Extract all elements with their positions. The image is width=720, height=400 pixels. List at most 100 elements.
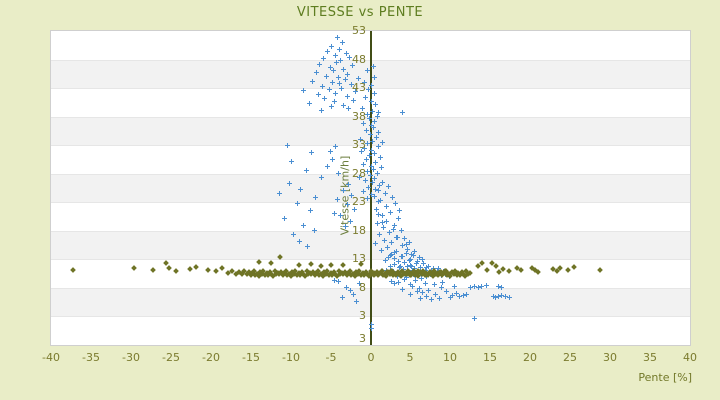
scatter-point-blue-series [371, 125, 376, 130]
y-axis-tick-label: 28 [352, 167, 366, 180]
scatter-point-blue-series [343, 224, 348, 229]
scatter-point-blue-series [364, 157, 369, 162]
scatter-point-blue-series [313, 195, 318, 200]
scatter-point-blue-series [503, 294, 508, 299]
scatter-point-blue-series [335, 197, 340, 202]
scatter-point-blue-series [410, 284, 415, 289]
scatter-point-blue-series [319, 108, 324, 113]
scatter-point-blue-series [391, 227, 396, 232]
scatter-point-blue-series [363, 95, 368, 100]
scatter-point-blue-series [370, 109, 375, 114]
scatter-point-blue-series [415, 289, 420, 294]
scatter-point-blue-series [412, 249, 417, 254]
y-axis-tick-label: 23 [352, 195, 366, 208]
x-axis-tick-label: 5 [406, 351, 414, 364]
scatter-point-blue-series [436, 266, 441, 271]
scatter-point-blue-series [344, 51, 349, 56]
scatter-point-blue-series [325, 49, 330, 54]
scatter-point-blue-series [417, 286, 422, 291]
scatter-point-blue-series [369, 99, 374, 104]
scatter-point-blue-series [366, 87, 371, 92]
scatter-point-blue-series [423, 281, 428, 286]
scatter-point-blue-series [376, 144, 381, 149]
scatter-point-blue-series [376, 212, 381, 217]
scatter-point-blue-series [287, 181, 292, 186]
x-axis-tick-label: 0 [367, 351, 375, 364]
scatter-point-blue-series [392, 281, 397, 286]
scatter-point-blue-series [369, 326, 374, 331]
x-axis-tick-label: -35 [82, 351, 100, 364]
scatter-point-blue-series [499, 285, 504, 290]
scatter-point-blue-series [389, 279, 394, 284]
scatter-point-blue-series [389, 252, 394, 257]
scatter-point-blue-series [392, 262, 397, 267]
scatter-point-blue-series [317, 62, 322, 67]
scatter-point-blue-series [426, 288, 431, 293]
scatter-point-blue-series [404, 242, 409, 247]
scatter-point-blue-series [380, 140, 385, 145]
scatter-point-blue-series [409, 264, 414, 269]
scatter-point-blue-series [372, 194, 377, 199]
scatter-point-blue-series [388, 264, 393, 269]
scatter-point-blue-series [356, 76, 361, 81]
scatter-point-blue-series [362, 80, 367, 85]
scatter-point-blue-series [346, 106, 351, 111]
scatter-point-blue-series [388, 210, 393, 215]
scatter-point-blue-series [457, 294, 462, 299]
x-axis-tick-label: -10 [282, 351, 300, 364]
y-axis-tick-label: 33 [352, 138, 366, 151]
scatter-point-blue-series [305, 244, 310, 249]
scatter-point-blue-series [368, 132, 373, 137]
scatter-point-blue-series [364, 128, 369, 133]
scatter-point-blue-series [348, 288, 353, 293]
scatter-point-blue-series [440, 280, 445, 285]
scatter-point-blue-series [369, 192, 374, 197]
scatter-point-blue-series [407, 258, 412, 263]
scatter-point-blue-series [341, 103, 346, 108]
scatter-point-blue-series [386, 184, 391, 189]
scatter-point-blue-series [309, 150, 314, 155]
x-axis-tick-label: -25 [162, 351, 180, 364]
scatter-point-blue-series [351, 98, 356, 103]
scatter-point-blue-series [374, 207, 379, 212]
x-axis-tick-label: 40 [683, 351, 697, 364]
scatter-point-blue-series [371, 167, 376, 172]
scatter-point-blue-series [407, 240, 412, 245]
scatter-point-blue-series [365, 169, 370, 174]
scatter-point-blue-series [448, 295, 453, 300]
scatter-point-blue-series [329, 104, 334, 109]
scatter-point-blue-series [417, 255, 422, 260]
scatter-point-blue-series [341, 67, 346, 72]
scatter-point-blue-series [386, 255, 391, 260]
scatter-point-blue-series [368, 173, 373, 178]
scatter-point-blue-series [389, 240, 394, 245]
scatter-point-blue-series [343, 77, 348, 82]
scatter-point-blue-series [357, 175, 362, 180]
scatter-point-blue-series [379, 165, 384, 170]
scatter-point-blue-series [357, 281, 362, 286]
scatter-point-blue-series [395, 274, 400, 279]
scatter-point-blue-series [507, 295, 512, 300]
scatter-point-blue-series [390, 195, 395, 200]
scatter-point-blue-series [384, 219, 389, 224]
scatter-point-blue-series [301, 88, 306, 93]
scatter-point-blue-series [325, 164, 330, 169]
scatter-point-blue-series [372, 91, 377, 96]
x-axis-tick-label: -15 [242, 351, 260, 364]
scatter-point-blue-series [402, 277, 407, 282]
scatter-point-blue-series [330, 157, 335, 162]
scatter-point-blue-series [372, 119, 377, 124]
scatter-point-blue-series [354, 299, 359, 304]
scatter-point-blue-series [319, 175, 324, 180]
scatter-point-blue-series [340, 40, 345, 45]
x-axis-tick-label: 15 [483, 351, 497, 364]
scatter-point-blue-series [370, 139, 375, 144]
scatter-point-blue-series [338, 213, 343, 218]
y-axis-tick-label: 8 [359, 281, 366, 294]
scatter-point-blue-series [383, 191, 388, 196]
scatter-point-blue-series [330, 80, 335, 85]
scatter-point-blue-series [378, 155, 383, 160]
scatter-point-blue-series [413, 278, 418, 283]
scatter-point-blue-series [337, 81, 342, 86]
